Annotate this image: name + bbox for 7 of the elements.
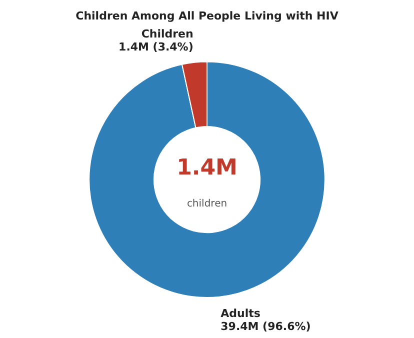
data-label: 1.4M (3.4%) xyxy=(118,40,194,54)
slice-label: Adults xyxy=(220,306,261,320)
slice-label: Children xyxy=(141,27,194,40)
text: children xyxy=(186,198,228,210)
text: 1.4M xyxy=(176,156,238,181)
data-label: 39.4M (96.6%) xyxy=(220,320,311,333)
chart-title: Children Among All People Living with HIV xyxy=(76,9,339,22)
